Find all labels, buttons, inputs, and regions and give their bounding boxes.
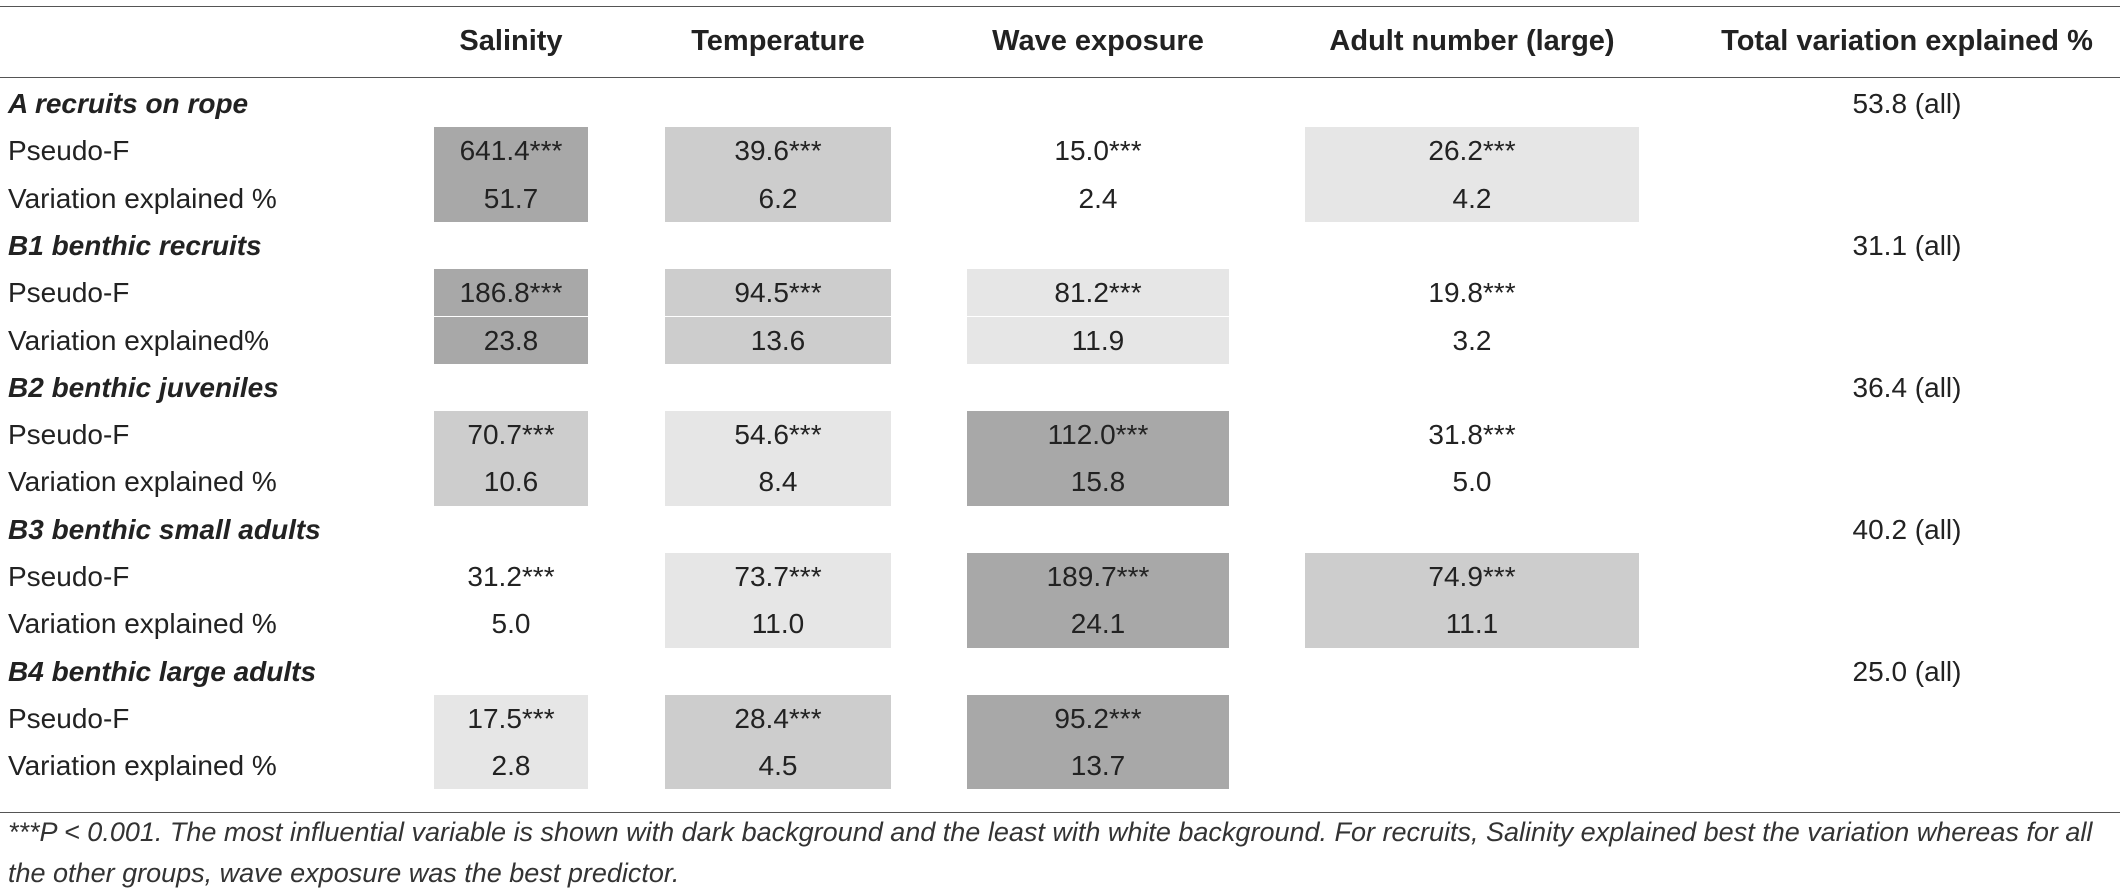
table-header-row: Salinity Temperature Wave exposure Adult… — [0, 6, 2120, 77]
group-row: B3 benthic small adults 40.2 (all) — [0, 506, 2120, 553]
cell-wave-exposure: 189.7*** — [967, 553, 1229, 601]
cell-wave-exposure: 15.0*** — [1054, 135, 1142, 167]
row-label: Variation explained% — [8, 324, 269, 356]
group-label: B1 benthic recruits — [8, 229, 262, 261]
table-top-rule — [0, 6, 2120, 7]
cell-adult-number: 26.2*** — [1305, 127, 1639, 175]
header-wave-exposure: Wave exposure — [992, 25, 1204, 57]
row-label: Pseudo-F — [8, 419, 130, 451]
cell-adult-number: 4.2 — [1305, 174, 1639, 222]
cell-adult-number: 11.1 — [1305, 600, 1639, 648]
cell-salinity: 2.8 — [434, 742, 588, 790]
row-label: Pseudo-F — [8, 277, 130, 309]
pseudo-f-row: Pseudo-F 70.7*** 54.6*** 112.0*** 31.8*** — [0, 411, 2120, 459]
cell-adult-number: 5.0 — [1452, 466, 1492, 498]
cell-salinity: 51.7 — [434, 174, 588, 222]
cell-adult-number: 31.8*** — [1428, 419, 1516, 451]
cell-wave-exposure: 13.7 — [967, 742, 1229, 790]
group-row: B2 benthic juveniles 36.4 (all) — [0, 364, 2120, 411]
cell-temperature: 28.4*** — [665, 694, 891, 743]
row-label: Variation explained % — [8, 182, 277, 214]
row-label: Variation explained % — [8, 466, 277, 498]
cell-wave-exposure: 24.1 — [967, 600, 1229, 648]
group-label: B3 benthic small adults — [8, 513, 321, 545]
cell-salinity: 5.0 — [491, 608, 531, 640]
group-row: B1 benthic recruits 31.1 (all) — [0, 222, 2120, 269]
group-row: B4 benthic large adults 25.0 (all) — [0, 648, 2120, 695]
group-total-variation: 40.2 (all) — [1852, 513, 1962, 545]
row-label: Pseudo-F — [8, 702, 130, 734]
header-total-variation: Total variation explained % — [1721, 25, 2093, 57]
table-bottom-rule — [0, 812, 2120, 813]
cell-wave-exposure: 95.2*** — [967, 694, 1229, 743]
cell-salinity: 17.5*** — [434, 694, 588, 743]
cell-wave-exposure: 112.0*** — [967, 411, 1229, 459]
group-total-variation: 31.1 (all) — [1852, 229, 1962, 261]
header-adult-number: Adult number (large) — [1329, 25, 1615, 57]
row-label: Variation explained % — [8, 750, 277, 782]
cell-adult-number — [1305, 695, 1639, 742]
header-temperature: Temperature — [691, 25, 865, 57]
cell-temperature: 94.5*** — [665, 269, 891, 317]
table-header-rule — [0, 77, 2120, 78]
cell-salinity: 10.6 — [434, 458, 588, 506]
cell-wave-exposure: 2.4 — [1078, 182, 1118, 214]
variation-row: Variation explained % 5.0 11.0 24.1 11.1 — [0, 600, 2120, 648]
row-label: Variation explained % — [8, 608, 277, 640]
group-total-variation: 36.4 (all) — [1852, 371, 1962, 403]
row-label: Pseudo-F — [8, 561, 130, 592]
pseudo-f-row: Pseudo-F 186.8*** 94.5*** 81.2*** 19.8*** — [0, 269, 2120, 317]
pseudo-f-row: Pseudo-F 641.4*** 39.6*** 15.0*** 26.2*** — [0, 127, 2120, 175]
cell-temperature: 39.6*** — [665, 127, 891, 175]
cell-temperature: 13.6 — [665, 316, 891, 364]
group-row: A recruits on rope 53.8 (all) — [0, 80, 2120, 127]
cell-adult-number — [1305, 742, 1639, 789]
group-label: B2 benthic juveniles — [8, 371, 279, 403]
cell-adult-number: 19.8*** — [1428, 277, 1516, 309]
variation-row: Variation explained % 10.6 8.4 15.8 5.0 — [0, 458, 2120, 506]
variation-row: Variation explained% 23.8 13.6 11.9 3.2 — [0, 316, 2120, 364]
row-label: Pseudo-F — [8, 135, 130, 167]
pseudo-f-row: Pseudo-F 31.2*** 73.7*** 189.7*** 74.9*** — [0, 553, 2120, 601]
cell-adult-number: 74.9*** — [1305, 553, 1639, 601]
cell-temperature: 54.6*** — [665, 411, 891, 459]
cell-salinity: 23.8 — [434, 316, 588, 364]
cell-temperature: 11.0 — [665, 600, 891, 648]
cell-wave-exposure: 15.8 — [967, 458, 1229, 506]
cell-salinity: 641.4*** — [434, 127, 588, 175]
group-total-variation: 53.8 (all) — [1852, 88, 1962, 119]
cell-temperature: 4.5 — [665, 742, 891, 790]
cell-adult-number: 3.2 — [1452, 324, 1492, 356]
variation-row: Variation explained % 2.8 4.5 13.7 — [0, 742, 2120, 790]
cell-salinity: 70.7*** — [434, 411, 588, 459]
cell-wave-exposure: 81.2*** — [967, 269, 1229, 317]
variation-row: Variation explained % 51.7 6.2 2.4 4.2 — [0, 174, 2120, 222]
group-total-variation: 25.0 (all) — [1852, 655, 1962, 687]
group-label: B4 benthic large adults — [8, 655, 317, 687]
cell-temperature: 6.2 — [665, 174, 891, 222]
table-footnote: ***P < 0.001. The most influential varia… — [8, 817, 2093, 888]
cell-salinity: 186.8*** — [434, 269, 588, 317]
pseudo-f-row: Pseudo-F 17.5*** 28.4*** 95.2*** — [0, 694, 2120, 743]
cell-temperature: 73.7*** — [665, 553, 891, 601]
cell-wave-exposure: 11.9 — [967, 316, 1229, 364]
cell-salinity: 31.2*** — [467, 561, 555, 592]
cell-temperature: 8.4 — [665, 458, 891, 506]
header-salinity: Salinity — [459, 25, 563, 57]
group-label: A recruits on rope — [8, 88, 249, 119]
